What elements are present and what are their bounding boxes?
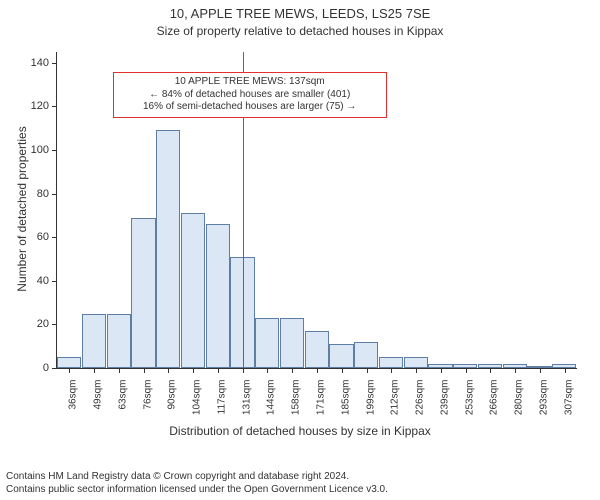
y-tick-label: 100 <box>31 144 49 156</box>
histogram-bar <box>329 344 353 368</box>
x-tick-label: 76sqm <box>142 380 153 410</box>
y-axis-label: Number of detached properties <box>15 109 29 309</box>
x-tick-label: 63sqm <box>117 380 128 410</box>
x-tick-label: 266sqm <box>489 380 500 416</box>
x-tick <box>193 368 194 373</box>
x-tick-label: 90sqm <box>167 380 178 410</box>
callout-box: 10 APPLE TREE MEWS: 137sqm← 84% of detac… <box>113 72 387 118</box>
x-tick <box>416 368 417 373</box>
x-tick <box>69 368 70 373</box>
histogram-bar <box>280 318 304 368</box>
x-tick-label: 293sqm <box>538 380 549 416</box>
x-tick <box>144 368 145 373</box>
x-tick-label: 144sqm <box>266 380 277 416</box>
y-tick-label: 120 <box>31 100 49 112</box>
y-tick-label: 140 <box>31 57 49 69</box>
x-tick <box>441 368 442 373</box>
callout-line: 16% of semi-detached houses are larger (… <box>120 101 380 114</box>
y-tick <box>52 150 57 151</box>
x-tick <box>515 368 516 373</box>
x-tick <box>267 368 268 373</box>
x-tick-label: 307sqm <box>563 380 574 416</box>
y-tick-label: 60 <box>37 231 49 243</box>
x-tick-label: 212sqm <box>390 380 401 416</box>
x-tick-label: 49sqm <box>93 380 104 410</box>
histogram-bar <box>82 314 106 368</box>
x-tick <box>119 368 120 373</box>
x-tick <box>342 368 343 373</box>
x-tick-label: 104sqm <box>192 380 203 416</box>
x-tick <box>490 368 491 373</box>
histogram-bar <box>57 357 81 368</box>
x-tick <box>292 368 293 373</box>
x-axis-label: Distribution of detached houses by size … <box>0 424 600 438</box>
x-tick <box>565 368 566 373</box>
histogram-bar <box>255 318 279 368</box>
chart-title: 10, APPLE TREE MEWS, LEEDS, LS25 7SE <box>0 6 600 21</box>
histogram-bar <box>404 357 428 368</box>
x-tick <box>317 368 318 373</box>
y-tick-label: 0 <box>43 362 49 374</box>
y-tick <box>52 281 57 282</box>
x-tick <box>391 368 392 373</box>
y-tick-label: 40 <box>37 275 49 287</box>
histogram-bar <box>107 314 131 368</box>
x-tick-label: 239sqm <box>439 380 450 416</box>
y-tick <box>52 63 57 64</box>
histogram-bar <box>131 218 155 368</box>
histogram-bar <box>379 357 403 368</box>
x-tick <box>367 368 368 373</box>
histogram-bar <box>305 331 329 368</box>
x-tick-label: 185sqm <box>340 380 351 416</box>
x-tick-label: 158sqm <box>291 380 302 416</box>
histogram-bar <box>181 213 205 368</box>
x-tick <box>218 368 219 373</box>
y-tick <box>52 324 57 325</box>
chart-container: 10, APPLE TREE MEWS, LEEDS, LS25 7SE Siz… <box>0 0 600 500</box>
y-tick-label: 80 <box>37 188 49 200</box>
x-tick <box>243 368 244 373</box>
x-tick-label: 280sqm <box>514 380 525 416</box>
footer-attribution: Contains HM Land Registry data © Crown c… <box>6 471 388 496</box>
y-tick <box>52 194 57 195</box>
histogram-bar <box>156 130 180 368</box>
x-tick <box>94 368 95 373</box>
footer-line: Contains public sector information licen… <box>6 484 388 497</box>
x-tick-label: 226sqm <box>415 380 426 416</box>
x-tick-label: 171sqm <box>316 380 327 416</box>
y-tick <box>52 237 57 238</box>
callout-line: ← 84% of detached houses are smaller (40… <box>120 89 380 102</box>
x-tick-label: 253sqm <box>464 380 475 416</box>
x-tick <box>540 368 541 373</box>
plot-area: 02040608010012014036sqm49sqm63sqm76sqm90… <box>56 52 577 369</box>
y-tick-label: 20 <box>37 318 49 330</box>
callout-line: 10 APPLE TREE MEWS: 137sqm <box>120 76 380 89</box>
histogram-bar <box>206 224 230 368</box>
y-tick <box>52 368 57 369</box>
histogram-bar <box>354 342 378 368</box>
x-tick <box>168 368 169 373</box>
x-tick-label: 199sqm <box>365 380 376 416</box>
x-tick <box>466 368 467 373</box>
y-tick <box>52 106 57 107</box>
chart-subtitle: Size of property relative to detached ho… <box>0 24 600 38</box>
x-tick-label: 117sqm <box>216 380 227 415</box>
footer-line: Contains HM Land Registry data © Crown c… <box>6 471 388 484</box>
x-tick-label: 131sqm <box>241 380 252 416</box>
x-tick-label: 36sqm <box>68 380 79 410</box>
